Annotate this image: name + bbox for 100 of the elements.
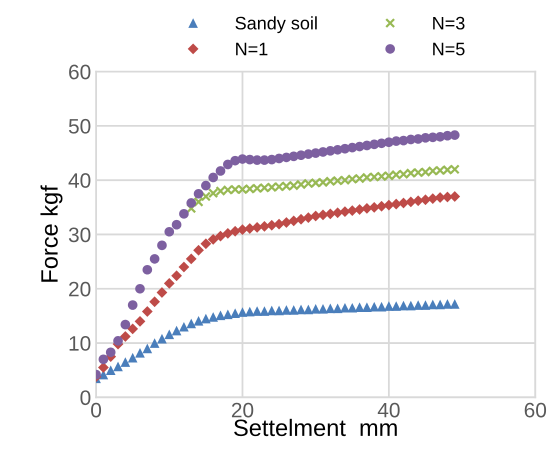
point bbox=[142, 306, 153, 317]
point bbox=[208, 172, 218, 182]
y-tick-label: 60 bbox=[69, 64, 90, 80]
point bbox=[120, 357, 130, 367]
point bbox=[172, 326, 182, 336]
legend-label: N=5 bbox=[433, 42, 465, 56]
point bbox=[259, 220, 270, 232]
point bbox=[384, 301, 394, 311]
point bbox=[120, 331, 131, 342]
x-tick-label: 60 bbox=[524, 402, 546, 418]
point bbox=[376, 302, 386, 312]
point bbox=[449, 191, 460, 202]
y-axis-title: Force kgf bbox=[40, 185, 62, 282]
point bbox=[376, 200, 387, 212]
legend-label: N=3 bbox=[433, 16, 465, 30]
y-tick-label: 20 bbox=[69, 282, 90, 297]
point bbox=[223, 309, 233, 320]
point bbox=[128, 352, 138, 363]
point bbox=[244, 223, 256, 234]
point bbox=[186, 254, 197, 264]
point bbox=[194, 316, 204, 326]
x-tick-label: 0 bbox=[91, 402, 102, 418]
point bbox=[113, 336, 123, 346]
point bbox=[296, 214, 306, 225]
point bbox=[127, 324, 138, 334]
point bbox=[274, 306, 284, 316]
x-axis-title: Settelment mm bbox=[234, 418, 397, 436]
point bbox=[172, 220, 182, 230]
point bbox=[274, 218, 284, 230]
point bbox=[383, 200, 394, 211]
point bbox=[435, 300, 445, 310]
point bbox=[332, 303, 342, 314]
point bbox=[450, 130, 460, 140]
point bbox=[318, 304, 328, 314]
point bbox=[288, 216, 300, 226]
point bbox=[208, 234, 219, 245]
point bbox=[296, 304, 306, 314]
point bbox=[369, 302, 380, 312]
point bbox=[120, 320, 130, 330]
y-tick-label: 30 bbox=[68, 227, 90, 242]
point bbox=[194, 188, 204, 199]
point bbox=[324, 208, 336, 220]
point bbox=[149, 296, 160, 308]
point bbox=[106, 365, 116, 375]
legend-label: N=1 bbox=[236, 42, 268, 56]
point bbox=[208, 312, 218, 322]
point bbox=[186, 318, 196, 328]
point bbox=[252, 222, 262, 233]
point bbox=[135, 348, 145, 358]
point bbox=[216, 310, 226, 320]
point bbox=[260, 306, 270, 316]
y-tick-label: 50 bbox=[68, 118, 90, 134]
point bbox=[310, 210, 322, 222]
point bbox=[164, 330, 174, 340]
point bbox=[354, 302, 364, 312]
point bbox=[201, 180, 211, 190]
point bbox=[113, 362, 123, 372]
point bbox=[171, 270, 182, 282]
point bbox=[362, 302, 372, 312]
point bbox=[106, 347, 116, 358]
legend-label: Sandy soil bbox=[235, 16, 317, 34]
point bbox=[420, 300, 430, 310]
point bbox=[442, 299, 452, 309]
point bbox=[310, 304, 320, 314]
point bbox=[178, 262, 190, 272]
point bbox=[230, 308, 240, 318]
point bbox=[164, 278, 175, 289]
point bbox=[179, 209, 189, 219]
point bbox=[98, 354, 108, 364]
point bbox=[347, 302, 358, 313]
point bbox=[346, 205, 358, 216]
point bbox=[398, 300, 408, 310]
point bbox=[216, 166, 226, 176]
point bbox=[150, 254, 160, 264]
point bbox=[412, 195, 424, 206]
point bbox=[134, 316, 146, 327]
point bbox=[413, 300, 423, 310]
point bbox=[391, 301, 402, 311]
point bbox=[157, 334, 167, 344]
point bbox=[200, 238, 212, 250]
point bbox=[244, 306, 255, 316]
y-tick-label: 0 bbox=[80, 390, 90, 406]
x-tick-label: 20 bbox=[232, 402, 254, 418]
point bbox=[215, 230, 226, 242]
point bbox=[428, 300, 438, 310]
point bbox=[252, 306, 262, 316]
point bbox=[128, 300, 138, 310]
point bbox=[434, 192, 446, 203]
point bbox=[238, 307, 248, 317]
point bbox=[135, 284, 145, 294]
point bbox=[362, 203, 372, 214]
point bbox=[193, 244, 204, 256]
point bbox=[150, 338, 160, 348]
point bbox=[164, 226, 174, 237]
point bbox=[405, 196, 416, 208]
point bbox=[302, 212, 314, 224]
point bbox=[179, 322, 189, 332]
point bbox=[157, 240, 167, 250]
x-tick-label: 40 bbox=[378, 402, 400, 418]
point bbox=[186, 203, 196, 214]
